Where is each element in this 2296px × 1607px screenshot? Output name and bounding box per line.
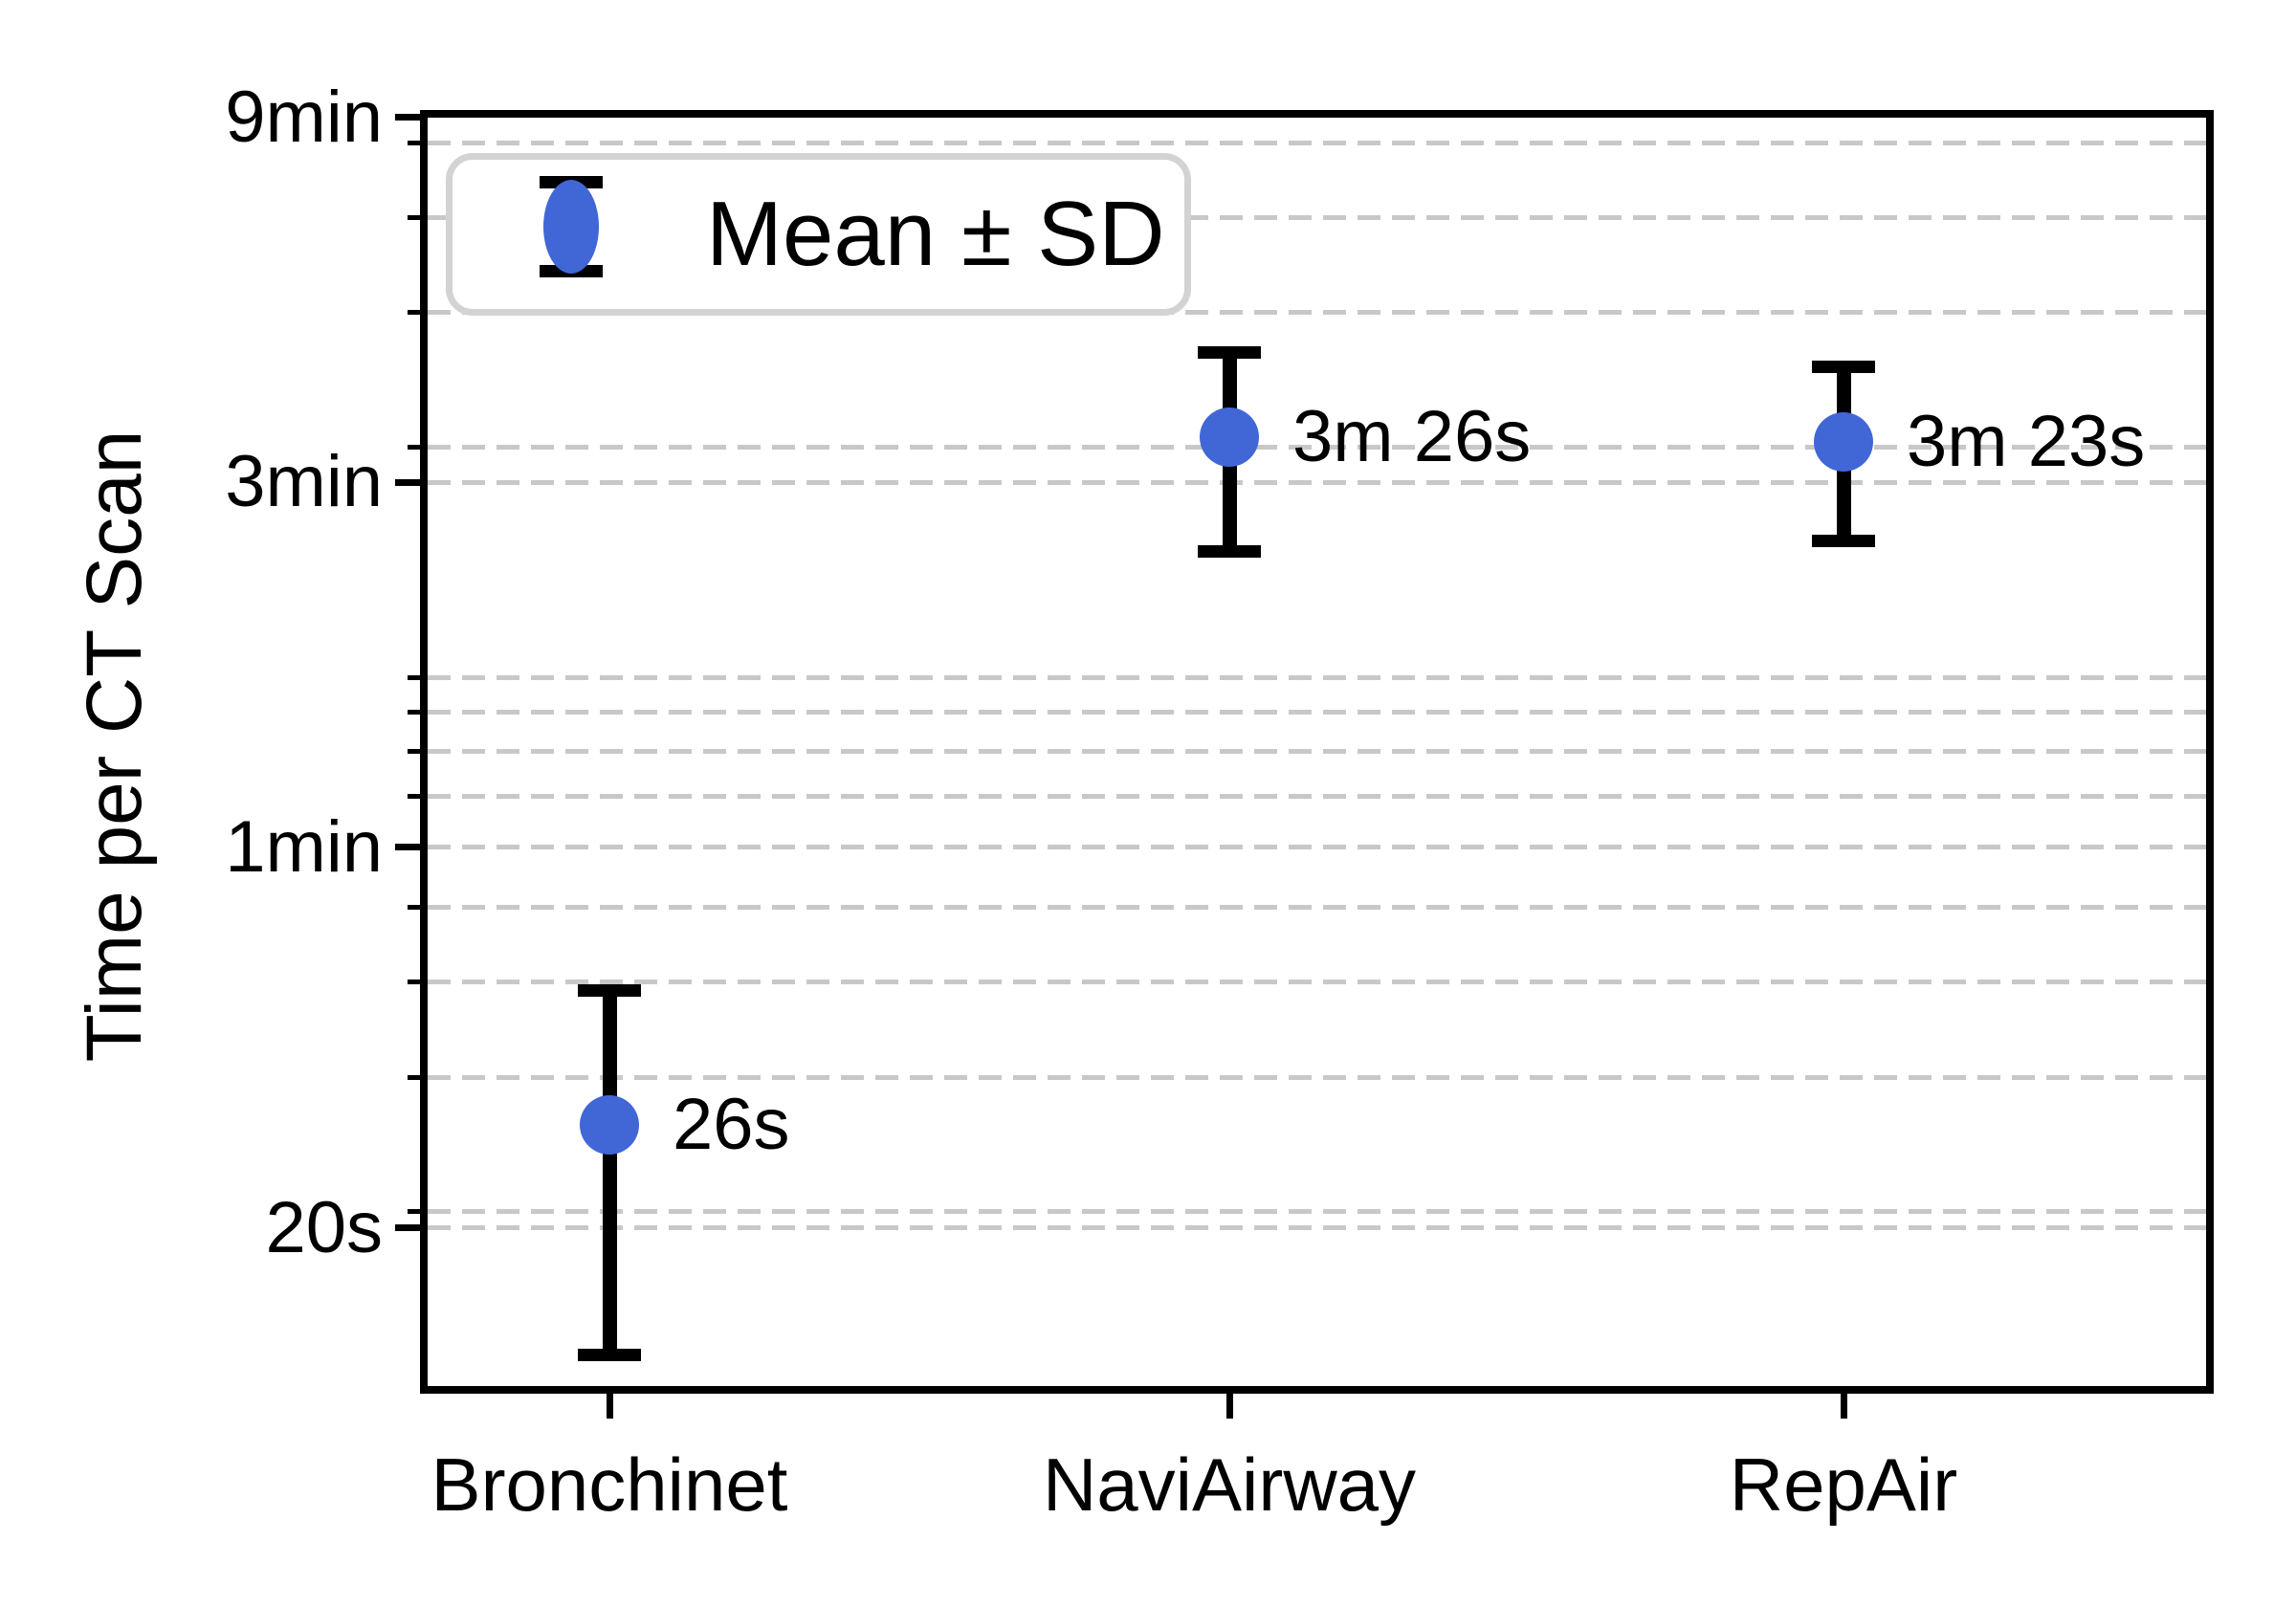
y-minor-tick xyxy=(408,1074,424,1080)
y-minor-tick xyxy=(408,214,424,220)
data-point-marker xyxy=(1200,407,1259,468)
gridline xyxy=(428,479,2206,485)
errorbar-line xyxy=(602,990,617,1355)
y-minor-tick xyxy=(408,749,424,755)
y-tick-label: 20s xyxy=(265,1186,383,1268)
x-tick-label: Bronchinet xyxy=(430,1442,788,1527)
y-minor-tick xyxy=(408,979,424,984)
data-point-marker xyxy=(580,1094,639,1155)
y-major-tick xyxy=(395,844,424,851)
gridline xyxy=(428,979,2206,984)
gridline xyxy=(428,845,2206,850)
gridline xyxy=(428,1074,2206,1080)
y-tick-label: 9min xyxy=(225,76,383,158)
y-tick-label: 1min xyxy=(225,805,383,888)
gridline xyxy=(428,793,2206,799)
gridline xyxy=(428,905,2206,911)
y-minor-tick xyxy=(408,1209,424,1215)
y-major-tick xyxy=(395,114,424,121)
legend-inner: Mean ± SD xyxy=(453,160,1184,309)
y-minor-tick xyxy=(408,905,424,911)
errorbar-cap-top xyxy=(578,983,641,997)
gridline xyxy=(428,710,2206,715)
gridline xyxy=(428,674,2206,680)
legend-mean-marker-icon xyxy=(543,180,599,274)
x-tick xyxy=(1225,1390,1233,1419)
gridline xyxy=(428,310,2206,316)
point-annotation: 3m 23s xyxy=(1907,401,2146,483)
gridline xyxy=(428,749,2206,755)
errorbar-cap-top xyxy=(1198,346,1261,360)
gridline xyxy=(428,141,2206,146)
legend: Mean ± SD xyxy=(446,153,1191,316)
y-minor-tick xyxy=(408,674,424,680)
gridline xyxy=(428,214,2206,220)
errorbar-cap-bottom xyxy=(1812,534,1875,547)
errorbar-cap-bottom xyxy=(1198,545,1261,559)
y-minor-tick xyxy=(408,310,424,316)
y-major-tick xyxy=(395,1224,424,1232)
gridline xyxy=(428,1225,2206,1231)
y-minor-tick xyxy=(408,710,424,715)
errorbar-cap-bottom xyxy=(578,1348,641,1361)
gridline xyxy=(428,1209,2206,1215)
y-minor-tick xyxy=(408,793,424,799)
x-tick xyxy=(1840,1390,1847,1419)
y-tick-label: 3min xyxy=(225,441,383,523)
y-major-tick xyxy=(395,478,424,486)
errorbar-cap-top xyxy=(1812,360,1875,373)
legend-label: Mean ± SD xyxy=(706,183,1165,285)
y-minor-tick xyxy=(408,141,424,146)
gridline xyxy=(428,445,2206,451)
point-annotation: 26s xyxy=(673,1083,790,1165)
x-tick xyxy=(606,1390,613,1419)
x-tick-label: RepAir xyxy=(1729,1442,1958,1527)
point-annotation: 3m 26s xyxy=(1292,396,1532,478)
x-tick-label: NaviAirway xyxy=(1042,1442,1417,1527)
y-minor-tick xyxy=(408,445,424,451)
data-point-marker xyxy=(1814,412,1873,473)
